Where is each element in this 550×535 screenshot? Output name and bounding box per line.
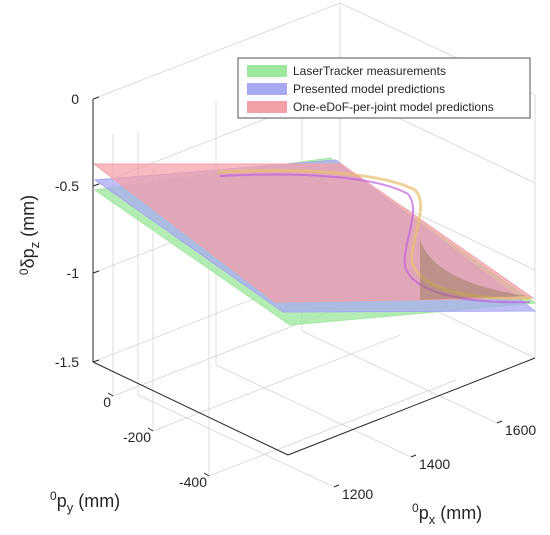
z-tick bbox=[92, 96, 100, 100]
surface-dark-region bbox=[420, 240, 528, 300]
z-tick bbox=[92, 359, 100, 363]
z-axis-label-main: δp bbox=[18, 248, 38, 268]
z-tick-label: 0 bbox=[71, 91, 79, 107]
y-axis-label-sup: 0 bbox=[50, 489, 57, 503]
tick-labels: 0 -0.5 -1 -1.5 0 -200 -400 1200 1400 1600 bbox=[55, 91, 536, 502]
legend-label: One-eDoF-per-joint model predictions bbox=[293, 100, 494, 114]
legend-label: LaserTracker measurements bbox=[293, 64, 446, 78]
x-axis-label: 0px (mm) bbox=[412, 501, 482, 527]
x-tick bbox=[496, 420, 503, 424]
x-tick-label: 1600 bbox=[505, 422, 536, 438]
x-tick bbox=[410, 454, 417, 458]
axis-lines bbox=[92, 99, 536, 456]
y-tick-label: -200 bbox=[123, 429, 151, 445]
legend-label: Presented model predictions bbox=[293, 82, 445, 96]
y-axis-label: 0py (mm) bbox=[50, 489, 120, 515]
x-tick-label: 1400 bbox=[419, 456, 450, 472]
x-axis-label-sub: x bbox=[429, 512, 436, 527]
y-tick bbox=[147, 427, 154, 432]
x-axis-label-sup: 0 bbox=[412, 501, 419, 515]
legend-swatch bbox=[247, 101, 287, 113]
y-tick-label: 0 bbox=[103, 394, 111, 410]
x-axis-label-main: p bbox=[419, 503, 429, 523]
z-axis-label-sub: z bbox=[27, 242, 42, 249]
z-tick-label: -1 bbox=[67, 265, 80, 281]
x-axis-label-unit: (mm) bbox=[435, 503, 482, 523]
z-tick bbox=[92, 183, 100, 187]
y-tick bbox=[203, 472, 210, 477]
y-axis-label-unit: (mm) bbox=[73, 491, 120, 511]
y-tick bbox=[107, 392, 114, 397]
legend-swatch bbox=[247, 65, 287, 77]
legend: LaserTracker measurements Presented model… bbox=[237, 57, 531, 119]
z-axis-label-unit: (mm) bbox=[18, 195, 38, 242]
y-axis-label-main: p bbox=[57, 491, 67, 511]
y-axis-label-sub: y bbox=[67, 500, 74, 515]
surface-layers bbox=[92, 157, 537, 326]
z-tick bbox=[92, 270, 100, 274]
z-tick-label: -0.5 bbox=[55, 178, 79, 194]
y-tick-label: -400 bbox=[179, 474, 207, 490]
surface-ridge-amber bbox=[217, 169, 531, 300]
z-axis-label-sup: 0 bbox=[17, 268, 31, 275]
x-tick bbox=[333, 484, 340, 488]
legend-swatch bbox=[247, 83, 287, 95]
z-tick-label: -1.5 bbox=[55, 354, 79, 370]
z-axis-label: 0δpz (mm) bbox=[17, 195, 42, 275]
x-tick-label: 1200 bbox=[342, 486, 373, 502]
tick-marks bbox=[92, 96, 503, 488]
surface-3 bbox=[92, 163, 535, 303]
surface-ridge-magenta bbox=[219, 173, 531, 304]
